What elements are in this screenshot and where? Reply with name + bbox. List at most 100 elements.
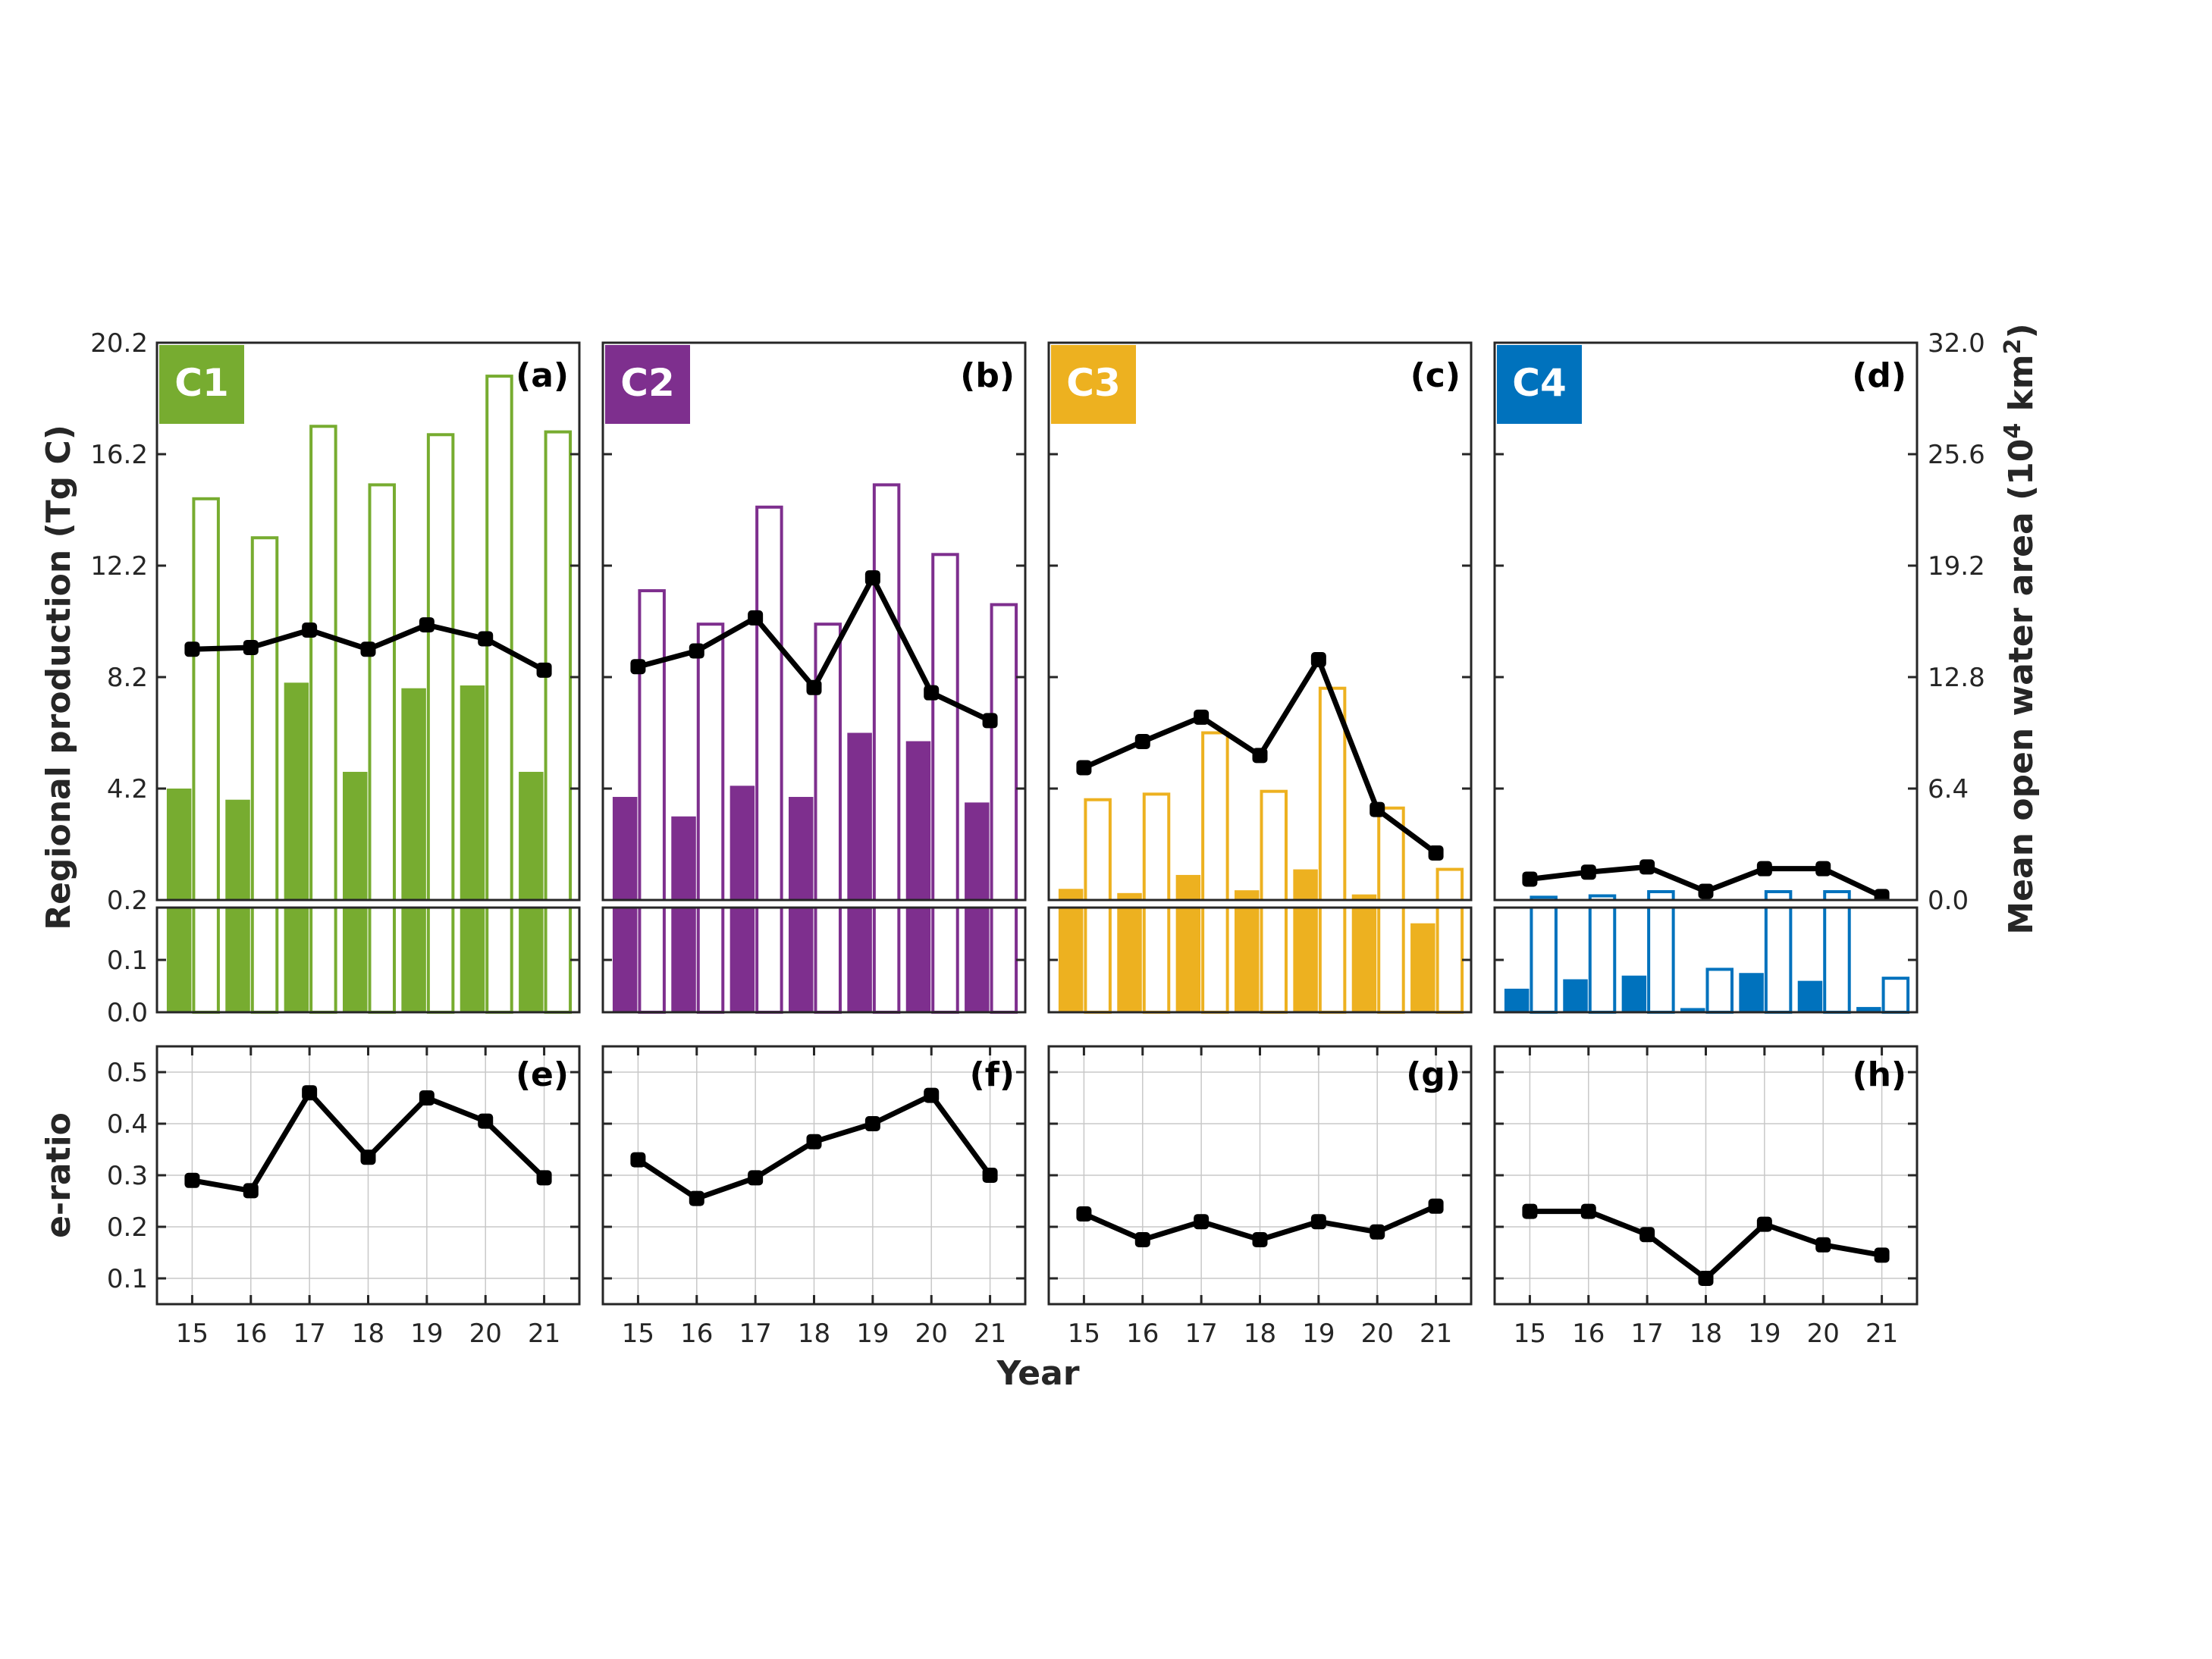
line-point-c2-20	[924, 685, 940, 701]
x-tick-label: 19	[856, 1319, 889, 1349]
panel-label: (b)	[960, 356, 1015, 395]
line-point-c1-16	[243, 639, 259, 655]
panel-label: (h)	[1852, 1055, 1906, 1094]
cluster-badge-label: C1	[174, 361, 228, 405]
x-axis-label: Year	[996, 1354, 1079, 1393]
filled-bar-c1-17	[284, 682, 309, 1012]
y-axis-label-right: Mean open water area (104 km2)	[2000, 323, 2041, 934]
x-tick-label: 18	[1690, 1319, 1722, 1349]
line-point-c3-16	[1134, 733, 1150, 749]
e-ratio-point-15	[1076, 1206, 1092, 1222]
y-tick-label-eratio: 0.3	[107, 1161, 148, 1191]
filled-bar-c1-21	[519, 771, 544, 1012]
e-ratio-point-16	[1580, 1203, 1596, 1219]
filled-bar-c3-19	[1293, 869, 1318, 1012]
x-tick-label: 18	[798, 1319, 830, 1349]
x-tick-label: 20	[1807, 1319, 1840, 1349]
cluster-badge-label: C2	[620, 361, 674, 405]
y-tick-label-right: 0.0	[1928, 886, 1969, 916]
filled-bar-c3-15	[1058, 889, 1084, 1012]
y-axis-label-left: Regional production (Tg C)	[39, 425, 78, 930]
x-tick-label: 15	[1514, 1319, 1546, 1349]
open-bar-c4-19	[1764, 889, 1793, 1014]
panel-label: (f)	[970, 1055, 1015, 1094]
line-point-c2-18	[806, 679, 822, 695]
line-point-c4-19	[1756, 861, 1772, 877]
open-bar-c2-17	[755, 505, 783, 1014]
panel-frame-lower	[1047, 906, 1473, 1014]
cluster-badge-c2	[605, 345, 690, 424]
e-ratio-point-18	[806, 1134, 822, 1149]
panel-frame-lower	[1493, 906, 1919, 1014]
y-tick-label-left: 12.2	[90, 551, 148, 582]
x-tick-label: 15	[622, 1319, 654, 1349]
cluster-badge-c1	[159, 345, 244, 424]
line-point-c1-18	[360, 641, 376, 657]
e-ratio-point-21	[536, 1170, 552, 1186]
open-bar-c1-17	[309, 425, 337, 1014]
filled-bar-c4-18	[1680, 1008, 1705, 1012]
line-point-c3-17	[1194, 709, 1210, 725]
marks-layer	[159, 375, 1915, 1286]
x-tick-label: 16	[680, 1319, 713, 1349]
cluster-badge-label: C4	[1512, 361, 1566, 405]
open-bar-c1-15	[192, 497, 220, 1014]
x-tick-label: 19	[1748, 1319, 1781, 1349]
break-cover	[1046, 901, 1474, 907]
e-ratio-point-19	[864, 1116, 880, 1131]
filled-bar-c2-19	[847, 732, 872, 1012]
e-ratio-point-16	[1134, 1232, 1150, 1247]
filled-bar-c3-16	[1117, 892, 1142, 1012]
open-bar-c3-20	[1377, 806, 1405, 1014]
panel-frame-upper	[155, 341, 581, 902]
x-tick-label: 15	[176, 1319, 209, 1349]
e-ratio-point-21	[982, 1168, 998, 1183]
x-tick-label: 19	[410, 1319, 443, 1349]
line-point-c2-17	[748, 610, 764, 626]
e-ratio-point-20	[1815, 1237, 1831, 1253]
line-point-c4-20	[1815, 861, 1831, 877]
y-tick-label-right: 12.8	[1928, 663, 1985, 693]
line-point-c4-18	[1698, 883, 1714, 899]
e-ratio-point-15	[630, 1152, 646, 1168]
open-bar-c4-18	[1705, 967, 1734, 1015]
cluster-badge-c4	[1497, 345, 1582, 424]
panel-label: (c)	[1410, 356, 1461, 395]
open-bar-c1-19	[426, 433, 455, 1014]
y-tick-label-eratio: 0.1	[107, 1264, 148, 1294]
x-tick-label: 20	[469, 1319, 502, 1349]
y-tick-label-left: 20.2	[90, 328, 148, 359]
y-tick-label-right: 6.4	[1928, 774, 1969, 804]
filled-bar-c2-16	[671, 816, 696, 1012]
y-axis-label-right-part: 2	[2000, 338, 2026, 354]
e-ratio-point-17	[748, 1170, 764, 1186]
x-tick-label: 16	[1572, 1319, 1605, 1349]
open-bar-c2-15	[638, 589, 666, 1014]
panel-frame-upper	[1493, 341, 1919, 902]
open-bar-c4-16	[1588, 894, 1617, 1015]
filled-bar-c4-20	[1797, 980, 1823, 1012]
open-bar-c1-18	[368, 483, 396, 1014]
y-tick-label-left-lower: 0.1	[107, 946, 148, 976]
cluster-badge-label: C3	[1066, 361, 1120, 405]
line-point-c1-17	[302, 622, 318, 638]
line-point-c1-15	[184, 641, 200, 657]
filled-bar-c3-20	[1351, 894, 1377, 1012]
open-bar-c4-21	[1881, 977, 1910, 1015]
open-bar-c3-21	[1435, 867, 1464, 1014]
line-point-c3-18	[1252, 748, 1268, 764]
x-tick-label: 18	[352, 1319, 384, 1349]
line-point-c1-20	[478, 631, 494, 647]
line-point-c4-16	[1580, 864, 1596, 880]
line-point-c2-19	[864, 570, 880, 586]
panel-label: (g)	[1406, 1055, 1461, 1094]
line-point-c3-20	[1370, 801, 1385, 817]
y-axis-label-right-part: Mean open water area (10	[2002, 439, 2041, 935]
y-tick-label-right: 19.2	[1928, 551, 1985, 582]
grid-layer	[157, 1046, 1917, 1304]
y-axis-label-right-part: )	[2002, 323, 2041, 338]
x-tick-label: 20	[915, 1319, 948, 1349]
x-tick-label: 15	[1068, 1319, 1100, 1349]
panel-label: (d)	[1852, 356, 1906, 395]
open-bar-c2-19	[872, 483, 901, 1014]
